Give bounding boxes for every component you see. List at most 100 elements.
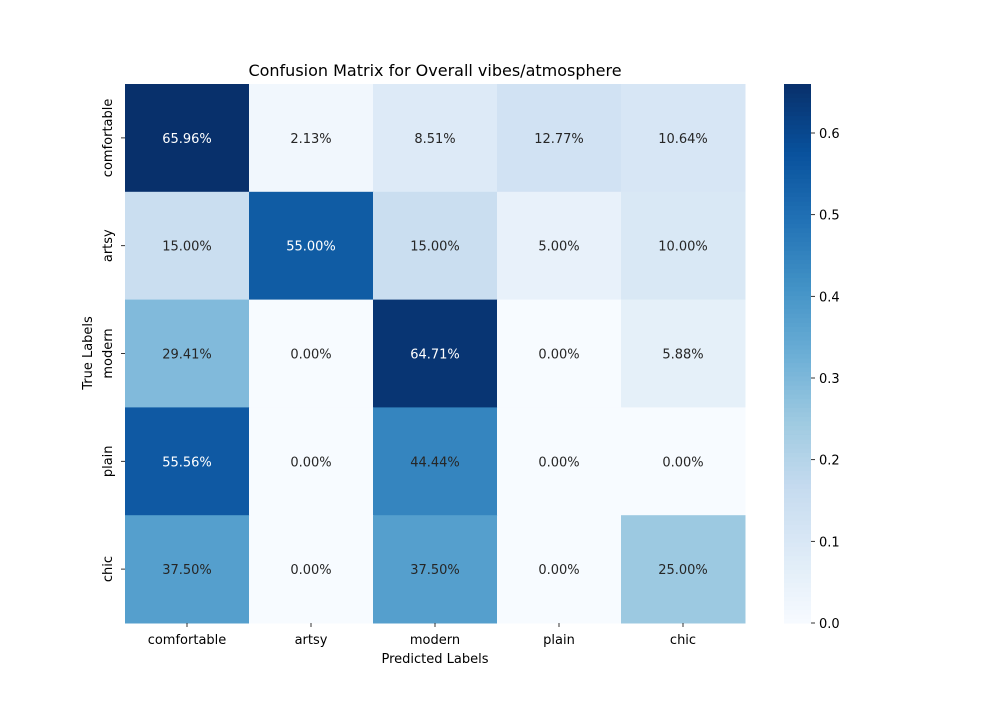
- cell-annotation: 25.00%: [658, 563, 708, 578]
- colorbar-segment: [784, 420, 811, 426]
- colorbar-segment: [784, 551, 811, 557]
- heatmap-cell: [125, 84, 250, 193]
- colorbar-segment: [784, 241, 811, 247]
- colorbar-tick-label: 0.4: [819, 290, 840, 305]
- colorbar-segment: [784, 322, 811, 328]
- heatmap-cell: [125, 191, 250, 301]
- heatmap-annotations: 65.96% 2.13% 8.51% 12.77% 10.64% 15.00% 55.00%…: [162, 132, 708, 578]
- colorbar-segment: [784, 182, 811, 188]
- colorbar-segment: [784, 254, 811, 260]
- colorbar-segment: [784, 88, 811, 94]
- colorbar-segment: [784, 124, 811, 130]
- colorbar-segment: [784, 407, 811, 413]
- colorbar-segment: [784, 587, 811, 593]
- heatmap-cell: [249, 407, 374, 516]
- colorbar-segment: [784, 290, 811, 296]
- colorbar-segment: [784, 555, 811, 561]
- colorbar-segment: [784, 151, 811, 157]
- heatmap-cell: [621, 515, 746, 624]
- colorbar-segment: [784, 402, 811, 408]
- colorbar-segment: [784, 483, 811, 489]
- colorbar-segment: [784, 488, 811, 494]
- colorbar-segment: [784, 452, 811, 458]
- colorbar-segment: [784, 133, 811, 139]
- colorbar-segment: [784, 515, 811, 521]
- cell-annotation: 64.71%: [410, 348, 460, 363]
- colorbar-segment: [784, 340, 811, 346]
- colorbar-segment: [784, 618, 811, 624]
- cell-annotation: 5.00%: [538, 240, 579, 255]
- colorbar-segment: [784, 115, 811, 121]
- cell-annotation: 0.00%: [538, 563, 579, 578]
- y-tick-label: plain: [101, 445, 116, 477]
- colorbar-segment: [784, 398, 811, 404]
- colorbar-segment: [784, 510, 811, 516]
- colorbar-segment: [784, 92, 811, 99]
- colorbar-segment: [784, 200, 811, 206]
- colorbar-segment: [784, 533, 811, 539]
- colorbar-segment: [784, 506, 811, 512]
- colorbar-segment: [784, 335, 811, 341]
- colorbar-segment: [784, 317, 811, 323]
- colorbar-segment: [784, 259, 811, 265]
- colorbar-segment: [784, 97, 811, 103]
- colorbar-segment: [784, 438, 811, 444]
- colorbar-segment: [784, 614, 811, 620]
- colorbar-segment: [784, 308, 811, 314]
- colorbar-segment: [784, 110, 811, 117]
- y-axis: comfortable artsy modern plain chic: [101, 99, 125, 582]
- heatmap-cell: [497, 407, 622, 516]
- heatmap-cell: [249, 299, 374, 408]
- heatmap-cell: [621, 407, 746, 516]
- heatmap-cell: [125, 299, 250, 408]
- colorbar-segment: [784, 209, 811, 215]
- cell-annotation: 0.00%: [662, 455, 703, 470]
- colorbar-segment: [784, 434, 811, 440]
- colorbar-segment: [784, 313, 811, 319]
- colorbar-segment: [784, 456, 811, 462]
- cell-annotation: 55.00%: [286, 240, 336, 255]
- colorbar-segment: [784, 461, 811, 467]
- heatmap-cell: [125, 515, 250, 624]
- colorbar-segment: [784, 326, 811, 332]
- colorbar-segment: [784, 411, 811, 417]
- x-tick-label: artsy: [295, 633, 328, 648]
- colorbar-segment: [784, 263, 811, 269]
- colorbar-segment: [784, 218, 811, 224]
- colorbar-segment: [784, 227, 811, 233]
- colorbar-segment: [784, 84, 811, 90]
- colorbar-segment: [784, 245, 811, 251]
- colorbar-tick-label: 0.3: [819, 372, 840, 387]
- colorbar-segment: [784, 286, 811, 292]
- colorbar-segment: [784, 569, 811, 575]
- colorbar-segment: [784, 479, 811, 485]
- cell-annotation: 2.13%: [290, 132, 331, 147]
- colorbar-tick-label: 0.0: [819, 617, 840, 632]
- colorbar-segment: [784, 164, 811, 170]
- cell-annotation: 0.00%: [290, 455, 331, 470]
- x-tick-label: chic: [670, 633, 696, 648]
- colorbar-segment: [784, 169, 811, 175]
- heatmap-cell: [373, 191, 498, 301]
- y-tick-label: modern: [101, 328, 116, 378]
- colorbar-segment: [784, 465, 811, 471]
- colorbar-segment: [784, 474, 811, 480]
- colorbar-segment: [784, 609, 811, 615]
- cell-annotation: 44.44%: [410, 455, 460, 470]
- colorbar-segment: [784, 470, 811, 476]
- cell-annotation: 12.77%: [534, 132, 584, 147]
- y-axis-label: True Labels: [81, 316, 96, 391]
- heatmap-cell: [249, 84, 374, 193]
- cell-annotation: 0.00%: [290, 348, 331, 363]
- cell-annotation: 15.00%: [162, 240, 212, 255]
- colorbar-segment: [784, 250, 811, 256]
- colorbar-segment: [784, 353, 811, 359]
- heatmap-cells: [125, 84, 746, 624]
- colorbar-segment: [784, 605, 811, 611]
- cell-annotation: 5.88%: [662, 348, 703, 363]
- colorbar-tick-label: 0.5: [819, 209, 840, 224]
- colorbar-segment: [784, 564, 811, 570]
- y-tick-label: artsy: [101, 229, 116, 262]
- cell-annotation: 10.64%: [658, 132, 708, 147]
